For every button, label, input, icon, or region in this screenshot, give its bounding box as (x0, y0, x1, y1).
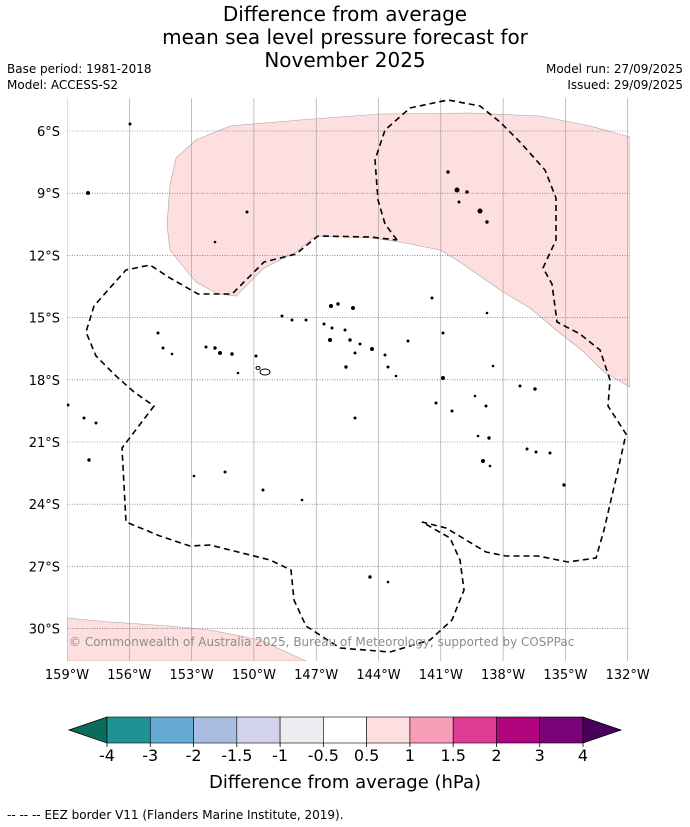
forecast-map: © Commonwealth of Australia 2025, Bureau… (29, 98, 650, 793)
island-outlines (255, 366, 271, 376)
colorbar-tick-label: 4 (578, 746, 588, 765)
eez-legend-text: EEZ border V11 (Flanders Marine Institut… (44, 808, 344, 822)
eez-border (85, 99, 627, 653)
base-period-label: Base period: 1981-2018 (7, 62, 152, 76)
colorbar-label: Difference from average (hPa) (209, 772, 481, 793)
colorbar-tick-label: -0.5 (308, 746, 339, 765)
lon-tick-label: 150°W (232, 668, 276, 683)
colorbar-tick-label: -1 (272, 746, 288, 765)
colorbar: -4 -3 -2 -1.5 -1 -0.5 0.5 1 1.5 2 3 4 (67, 716, 623, 765)
colorbar-tick-label: 3 (535, 746, 545, 765)
colorbar-segment (323, 716, 367, 744)
colorbar-segment (106, 716, 151, 744)
lat-tick-label: 18°S (29, 374, 60, 389)
colorbar-segment (193, 716, 238, 744)
lat-tick-label: 21°S (29, 436, 60, 451)
lon-tick-label: 159°W (45, 668, 89, 683)
colorbar-tick-label: -1.5 (221, 746, 252, 765)
model-run-label: Model run: 27/09/2025 (545, 62, 683, 76)
lon-tick-label: 156°W (107, 668, 151, 683)
anomaly-region-southwest (67, 617, 307, 661)
lon-tick-label: 147°W (294, 668, 338, 683)
latitude-labels: 6°S 9°S 12°S 15°S 18°S 21°S 24°S 27°S 30°S (29, 125, 60, 638)
colorbar-tick-label: 1 (405, 746, 415, 765)
colorbar-arrow-low (67, 716, 108, 744)
colorbar-segment (149, 716, 194, 744)
lat-tick-label: 6°S (37, 125, 60, 140)
colorbar-segment (452, 716, 497, 744)
lon-tick-label: 141°W (419, 668, 463, 683)
colorbar-segment (409, 716, 454, 744)
colorbar-segment (279, 716, 324, 744)
lat-tick-label: 15°S (29, 312, 60, 327)
anomaly-region-north (166, 112, 630, 388)
colorbar-tick-label: 1.5 (440, 746, 465, 765)
lon-tick-label: 153°W (170, 668, 214, 683)
lon-tick-label: 138°W (481, 668, 525, 683)
colorbar-segment (366, 716, 411, 744)
attribution-text: © Commonwealth of Australia 2025, Bureau… (69, 635, 574, 649)
lat-tick-label: 27°S (29, 560, 60, 575)
colorbar-tick-label: 0.5 (354, 746, 379, 765)
lat-tick-label: 30°S (29, 623, 60, 638)
colorbar-tick-label: -2 (186, 746, 202, 765)
lat-tick-label: 12°S (29, 249, 60, 264)
colorbar-segment (236, 716, 281, 744)
longitude-labels: 159°W 156°W 153°W 150°W 147°W 144°W 141°W 138°W… (45, 668, 650, 683)
eez-legend-symbol: -- -- -- (7, 808, 41, 822)
lon-tick-label: 135°W (543, 668, 587, 683)
colorbar-tick-label: -3 (142, 746, 158, 765)
lat-tick-label: 9°S (37, 187, 60, 202)
map-area: © Commonwealth of Australia 2025, Bureau… (67, 98, 630, 661)
eez-legend: -- -- -- EEZ border V11 (Flanders Marine… (7, 808, 344, 822)
chart-title-line-3: November 2025 (264, 48, 426, 72)
lat-tick-label: 24°S (29, 498, 60, 513)
graticule (67, 98, 630, 661)
chart-title-line-1: Difference from average (222, 2, 468, 26)
colorbar-tick-label: 2 (491, 746, 501, 765)
chart-title-line-2: mean sea level pressure forecast for (162, 25, 528, 49)
lon-tick-label: 132°W (606, 668, 650, 683)
issued-label: Issued: 29/09/2025 (567, 78, 683, 92)
lon-tick-label: 144°W (356, 668, 400, 683)
colorbar-arrow-high (582, 716, 623, 744)
colorbar-tick-label: -4 (99, 746, 115, 765)
colorbar-segment (496, 716, 541, 744)
islands (67, 122, 566, 584)
colorbar-segment (539, 716, 584, 744)
model-label: Model: ACCESS-S2 (7, 78, 119, 92)
